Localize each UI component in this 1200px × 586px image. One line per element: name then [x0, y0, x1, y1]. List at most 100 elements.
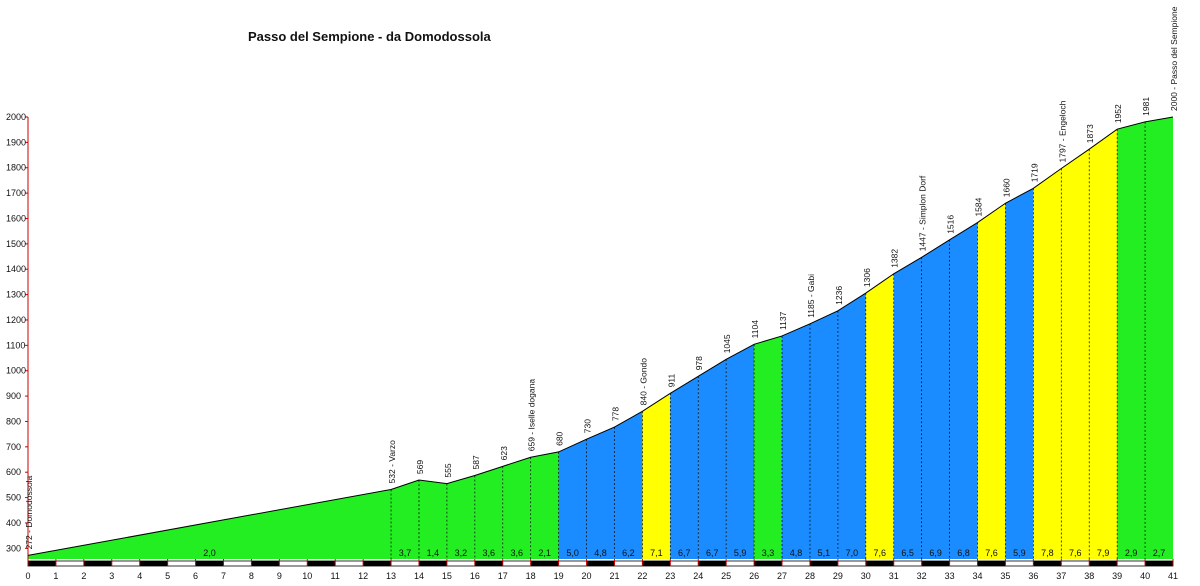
y-tick-label: 400 [6, 518, 21, 528]
gradient-label: 5,9 [1013, 548, 1026, 558]
point-label: 1516 [946, 215, 956, 234]
segment-fill [614, 411, 643, 559]
chart-title: Passo del Sempione - da Domodossola [248, 29, 491, 44]
x-tick-label: 0 [25, 571, 30, 581]
x-tick-label: 14 [414, 571, 424, 581]
y-tick-label: 1400 [6, 264, 26, 274]
point-label: 1797 - Engeloch [1057, 100, 1067, 162]
scale-bar-cell [698, 561, 727, 566]
point-label: 730 [583, 419, 593, 433]
gradient-label: 2,1 [538, 548, 551, 558]
profile-line [27, 116, 1174, 556]
gradient-label: 2,0 [203, 548, 216, 558]
scale-bar-cell [279, 561, 308, 566]
segment-fill [391, 480, 419, 559]
segment-fill [865, 273, 894, 559]
point-label: 659 - Iselle dogana [527, 379, 537, 452]
segment-fill [670, 376, 699, 559]
y-tick-label: 500 [6, 493, 21, 503]
scale-bar-cell [139, 561, 168, 566]
scale-bar-cell [1005, 561, 1034, 566]
x-tick-label: 37 [1056, 571, 1066, 581]
x-tick-label: 18 [526, 571, 536, 581]
gradient-label: 5,0 [566, 548, 579, 558]
y-tick-label: 2000 [6, 112, 26, 122]
point-label: 1719 [1029, 163, 1039, 182]
point-label: 1045 [722, 334, 732, 353]
x-tick-label: 28 [805, 571, 815, 581]
scale-bar-cell [307, 561, 336, 566]
scale-bar-cell [195, 561, 224, 566]
segment-fill [1005, 188, 1034, 560]
gradient-label: 7,6 [874, 548, 887, 558]
x-tick-label: 21 [609, 571, 619, 581]
scale-bar-cell [111, 561, 140, 566]
point-label: 587 [471, 455, 481, 469]
gradient-label: 2,9 [1125, 548, 1138, 558]
x-tick-label: 3 [109, 571, 114, 581]
gradient-label: 6,7 [706, 548, 719, 558]
x-tick-label: 9 [277, 571, 282, 581]
gradient-label: 3,6 [510, 548, 523, 558]
scale-bar-cell [1033, 561, 1062, 566]
segment-fill [446, 475, 475, 559]
segment-fill [1089, 129, 1118, 559]
gradient-label: 7,6 [1069, 548, 1082, 558]
scale-bar-cell [418, 561, 447, 566]
point-label: 840 - Gondo [638, 358, 648, 406]
scale-bar-cell [670, 561, 699, 566]
drop-lines [390, 121, 1146, 559]
x-tick-label: 22 [637, 571, 647, 581]
y-tick-label: 1700 [6, 188, 26, 198]
y-tick-label: 1000 [6, 366, 26, 376]
point-label: 778 [610, 407, 620, 421]
segment-fill [921, 239, 950, 559]
scale-bar-cell [391, 561, 419, 566]
scale-bar-cell [921, 561, 950, 566]
scale-bar-cell [251, 561, 280, 566]
gradient-label: 6,2 [622, 548, 635, 558]
gradient-label: 7,9 [1097, 548, 1110, 558]
scale-bar-cell [223, 561, 252, 566]
x-tick-label: 30 [861, 571, 871, 581]
y-tick-label: 1200 [6, 315, 26, 325]
segment-fill [1033, 168, 1062, 559]
y-tick-label: 1600 [6, 213, 26, 223]
x-tick-label: 29 [833, 571, 843, 581]
gradient-label: 6,5 [901, 548, 914, 558]
point-label: 680 [555, 431, 565, 445]
x-tick-label: 27 [777, 571, 787, 581]
y-tick-label: 300 [6, 543, 21, 553]
x-tick-label: 40 [1140, 571, 1150, 581]
segment-fill [1061, 149, 1090, 559]
segment-fill [893, 257, 922, 559]
scale-bar-cell [586, 561, 615, 566]
x-tick-label: 2 [81, 571, 86, 581]
gradient-labels: 2,0 3,7 1,4 3,2 3,6 3,6 2,1 5,0 4,8 6,2 7,1 6,7 6,7 5… [203, 548, 1165, 558]
segment-fill [642, 393, 671, 559]
segment-fill [1117, 121, 1146, 560]
y-tick-label: 800 [6, 416, 21, 426]
point-label: 978 [694, 356, 704, 370]
gradient-label: 4,8 [790, 548, 803, 558]
scale-bar-cell [726, 561, 755, 566]
scale-bar-cell [837, 561, 866, 566]
point-label: 1981 [1141, 97, 1151, 116]
scale-bar-cell [363, 561, 392, 566]
x-tick-label: 36 [1028, 571, 1038, 581]
y-tick-label: 1500 [6, 239, 26, 249]
scale-bar-cell [1117, 561, 1146, 566]
segment-fills [28, 117, 1173, 560]
gradient-label: 3,7 [399, 548, 412, 558]
point-label: 555 [443, 463, 453, 477]
segment-fill [949, 222, 978, 559]
y-tick-label: 1900 [6, 137, 26, 147]
point-label: 1137 [778, 311, 788, 330]
scale-bar-cell [167, 561, 196, 566]
gradient-label: 7,6 [985, 548, 998, 558]
x-tick-label: 38 [1084, 571, 1094, 581]
point-label: 1660 [1001, 178, 1011, 197]
x-axis-ticks: 0 1 2 3 4 5 6 7 8 9 10 11 12 13 14 15 16 17 18 19 20 21 22 23 24… [25, 571, 1178, 581]
scale-bar-cell [83, 561, 112, 566]
